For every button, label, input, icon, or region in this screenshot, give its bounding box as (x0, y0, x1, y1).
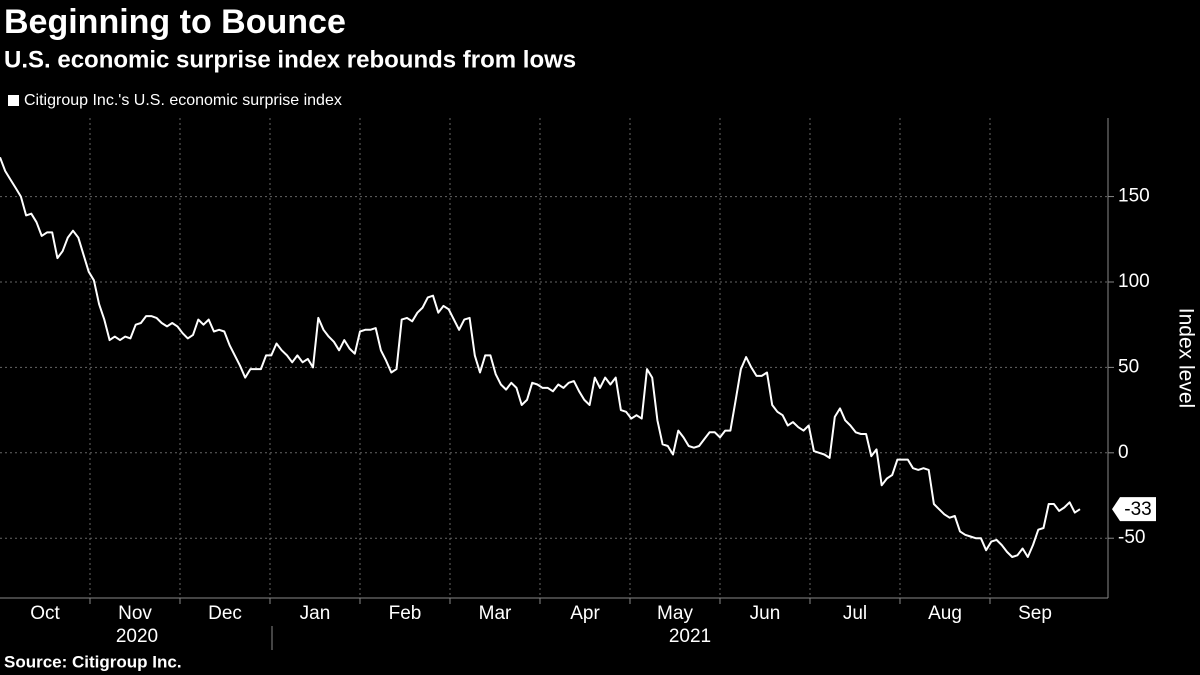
series-line (0, 156, 1081, 558)
source: Source: Citigroup Inc. (4, 652, 182, 671)
y-tick-label: 50 (1118, 356, 1139, 377)
x-tick-label: Dec (208, 603, 242, 624)
legend-swatch (8, 95, 19, 106)
y-axis-label: Index level (1174, 308, 1197, 408)
x-tick-label: Oct (30, 603, 60, 624)
y-tick-label: 0 (1118, 442, 1129, 463)
last-value-box (1112, 497, 1156, 522)
x-tick-label: Mar (479, 603, 512, 624)
x-tick-label: Jun (750, 603, 781, 624)
x-tick-label: Feb (389, 603, 422, 624)
x-tick-label: Jul (843, 603, 867, 624)
y-tick-label: -50 (1118, 527, 1145, 548)
x-tick-label: Jan (300, 603, 331, 624)
year-label: 2020 (116, 626, 158, 647)
x-tick-label: Nov (118, 603, 152, 624)
x-tick-label: Apr (570, 603, 600, 624)
year-label: 2021 (669, 626, 711, 647)
legend-label: Citigroup Inc.'s U.S. economic surprise … (24, 92, 342, 109)
y-tick-label: 150 (1118, 186, 1150, 207)
x-tick-label: Aug (928, 603, 962, 624)
y-tick-label: 100 (1118, 271, 1150, 292)
last-value-label: -33 (1124, 499, 1151, 520)
chart-title: Beginning to Bounce (4, 3, 346, 41)
chart-subtitle: U.S. economic surprise index rebounds fr… (4, 46, 576, 73)
x-tick-label: May (657, 603, 693, 624)
x-tick-label: Sep (1018, 603, 1052, 624)
